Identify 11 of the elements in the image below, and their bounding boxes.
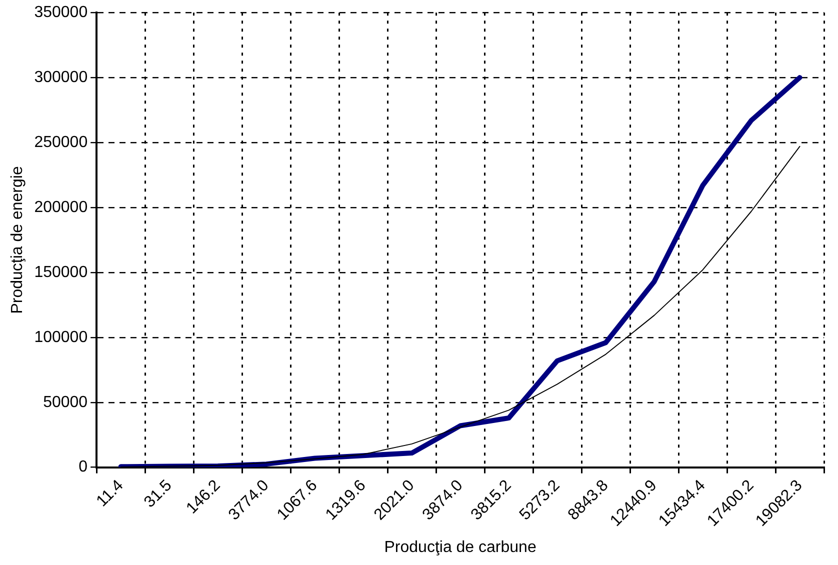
y-tick-label: 300000	[34, 68, 88, 86]
y-axis-title: Producţia de energie	[9, 166, 26, 314]
y-tick-label: 200000	[34, 198, 88, 216]
y-tick-label: 150000	[34, 264, 88, 281]
y-tick-label: 250000	[34, 134, 88, 151]
y-tick-label: 350000	[34, 4, 88, 22]
y-tick-label: 0	[78, 458, 88, 476]
y-tick-label: 100000	[34, 328, 88, 346]
x-tick-label: 11.4	[94, 476, 127, 510]
x-axis-title: Producţia de carbune	[384, 538, 536, 556]
y-tick-label: 50000	[43, 394, 88, 411]
